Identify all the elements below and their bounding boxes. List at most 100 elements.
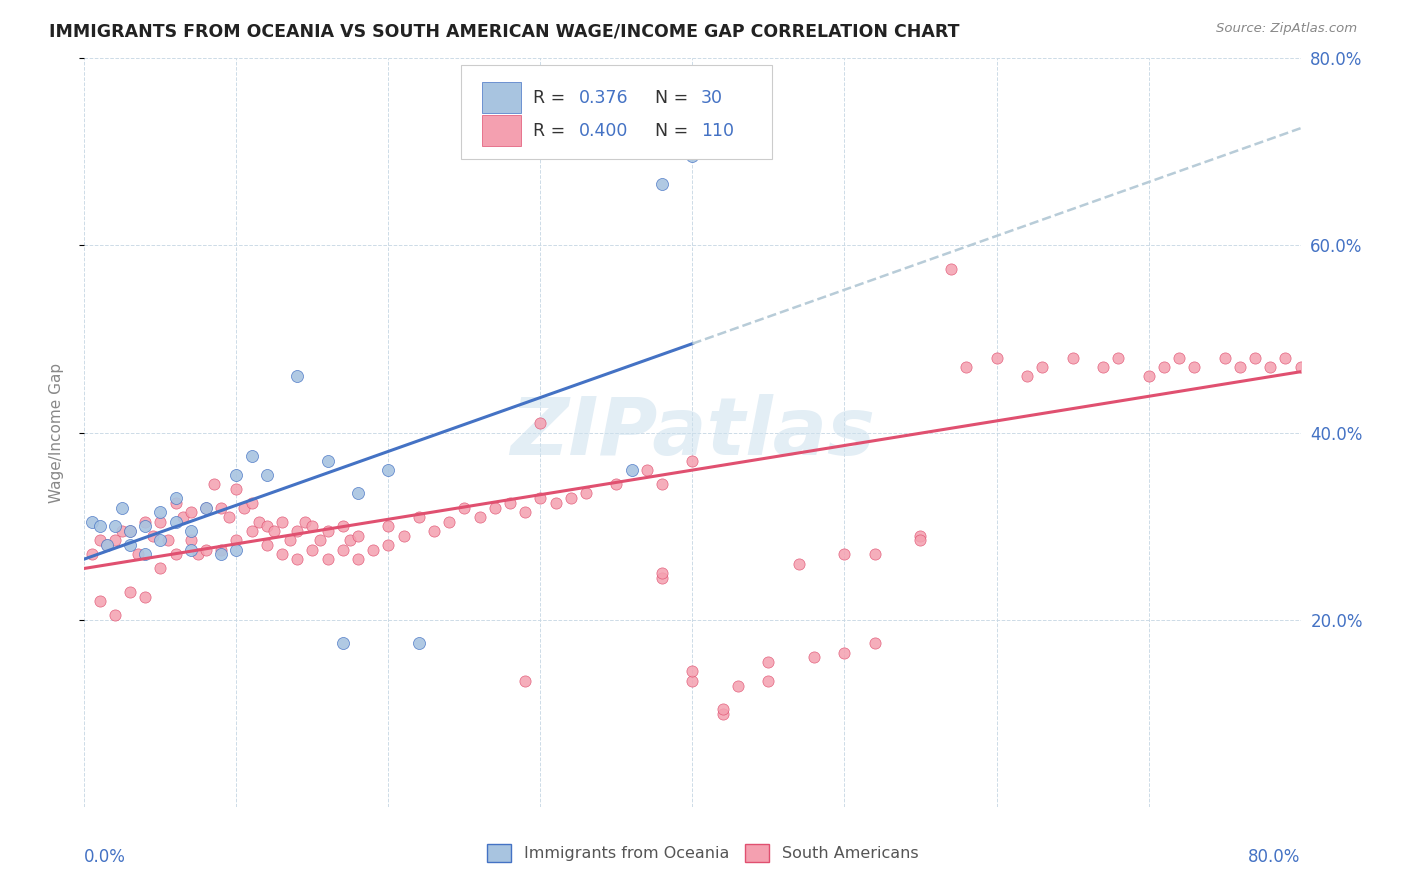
- Point: [711, 702, 734, 716]
- Point: [225, 467, 247, 482]
- Point: [301, 519, 323, 533]
- Point: [180, 542, 202, 557]
- Point: [1015, 369, 1038, 384]
- Point: [711, 706, 734, 721]
- Point: [263, 524, 285, 538]
- Point: [316, 552, 339, 566]
- Point: [240, 449, 263, 463]
- Point: [89, 519, 111, 533]
- FancyBboxPatch shape: [482, 115, 522, 146]
- Point: [194, 500, 218, 515]
- Point: [134, 590, 156, 604]
- Point: [1107, 351, 1129, 365]
- Point: [165, 547, 187, 562]
- Point: [149, 505, 172, 519]
- Point: [1229, 359, 1251, 375]
- Point: [758, 673, 780, 688]
- Text: 0.0%: 0.0%: [84, 848, 127, 866]
- Point: [620, 463, 643, 477]
- Point: [118, 538, 141, 552]
- Point: [423, 524, 446, 538]
- Point: [682, 453, 704, 467]
- Point: [271, 547, 294, 562]
- Point: [727, 678, 749, 692]
- Point: [194, 542, 218, 557]
- Point: [651, 566, 673, 581]
- Point: [194, 500, 218, 515]
- Text: N =: N =: [655, 121, 693, 140]
- Point: [180, 533, 202, 548]
- Point: [240, 496, 263, 510]
- Point: [682, 665, 704, 679]
- Point: [172, 510, 194, 524]
- Point: [180, 505, 202, 519]
- Point: [180, 524, 202, 538]
- Text: 80.0%: 80.0%: [1249, 848, 1301, 866]
- Point: [301, 542, 323, 557]
- Point: [278, 533, 301, 548]
- Point: [80, 515, 103, 529]
- Point: [156, 533, 179, 548]
- Point: [240, 524, 263, 538]
- Point: [544, 496, 567, 510]
- Text: N =: N =: [655, 88, 693, 107]
- Text: 0.400: 0.400: [579, 121, 628, 140]
- Point: [377, 538, 399, 552]
- Point: [218, 510, 240, 524]
- Point: [1091, 359, 1114, 375]
- Point: [316, 524, 339, 538]
- Point: [484, 500, 506, 515]
- Point: [209, 542, 232, 557]
- Point: [104, 533, 127, 548]
- Point: [127, 547, 149, 562]
- Point: [149, 533, 172, 548]
- Point: [134, 519, 156, 533]
- Point: [605, 477, 627, 491]
- Point: [347, 486, 370, 500]
- Point: [202, 477, 225, 491]
- Point: [939, 261, 962, 276]
- Point: [118, 524, 141, 538]
- Point: [682, 673, 704, 688]
- Point: [910, 533, 932, 548]
- Point: [439, 515, 461, 529]
- Point: [515, 505, 537, 519]
- Point: [96, 538, 118, 552]
- Point: [529, 416, 551, 431]
- Text: 0.376: 0.376: [579, 88, 628, 107]
- Point: [682, 149, 704, 163]
- Point: [285, 369, 308, 384]
- Point: [803, 650, 825, 665]
- Point: [225, 482, 247, 496]
- Point: [111, 500, 134, 515]
- Point: [111, 524, 134, 538]
- Point: [468, 510, 491, 524]
- Point: [118, 524, 141, 538]
- Point: [294, 515, 316, 529]
- Point: [332, 542, 354, 557]
- Point: [377, 519, 399, 533]
- Point: [560, 491, 582, 505]
- Point: [1137, 369, 1160, 384]
- Point: [209, 547, 232, 562]
- Point: [361, 542, 384, 557]
- Point: [134, 515, 156, 529]
- Point: [377, 463, 399, 477]
- Point: [347, 552, 370, 566]
- Point: [834, 547, 856, 562]
- Text: Source: ZipAtlas.com: Source: ZipAtlas.com: [1216, 22, 1357, 36]
- Point: [104, 608, 127, 623]
- Point: [575, 486, 598, 500]
- Point: [347, 528, 370, 542]
- Point: [225, 533, 247, 548]
- Point: [1153, 359, 1175, 375]
- Point: [149, 561, 172, 575]
- Point: [149, 515, 172, 529]
- Point: [636, 463, 658, 477]
- Point: [955, 359, 977, 375]
- Text: 30: 30: [702, 88, 723, 107]
- Point: [986, 351, 1008, 365]
- Point: [165, 491, 187, 505]
- Point: [316, 453, 339, 467]
- Point: [408, 510, 430, 524]
